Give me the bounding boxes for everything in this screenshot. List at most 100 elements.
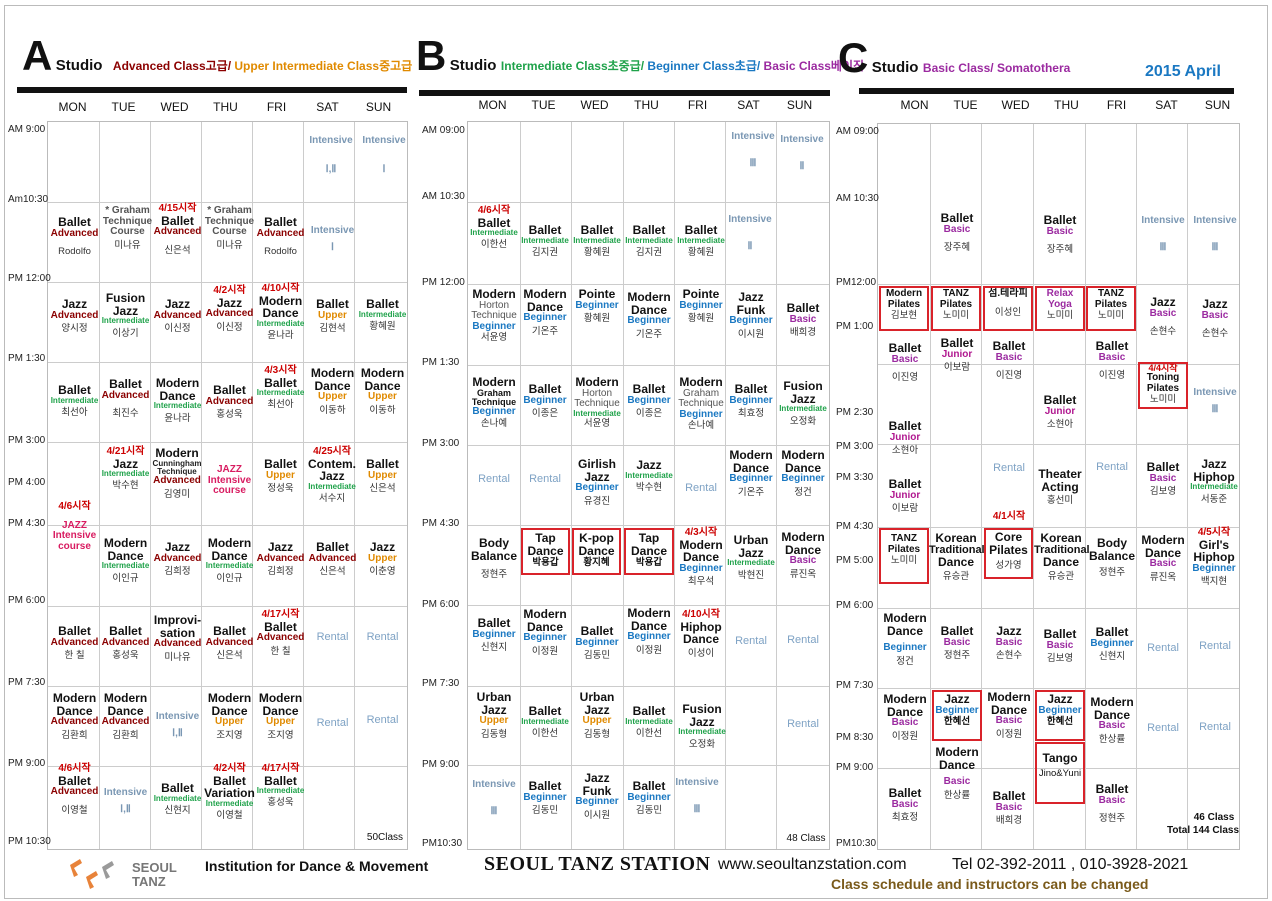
class-cell: Intensive Ⅲ xyxy=(675,777,719,815)
studio-c-month: 2015 April xyxy=(1145,63,1221,80)
class-cell: Ballet Basic 김보영 xyxy=(1043,627,1077,665)
rental-cell: Rental xyxy=(1199,640,1231,652)
class-cell: Ballet Advanced Rodolfo xyxy=(256,215,305,258)
studio-b-grid xyxy=(467,121,830,850)
class-cell: Ballet Intermediate 황혜원 xyxy=(573,223,621,258)
class-cell: * Graham Technique Course 미나유 xyxy=(102,205,153,251)
website-link[interactable]: www.seoultanzstation.com xyxy=(718,856,907,873)
class-cell: Ballet Basic 배희경 xyxy=(992,789,1026,827)
class-cell: Modern Horton Technique Intermediate 서윤영 xyxy=(573,375,621,429)
class-cell: Ballet Basic 배희경 xyxy=(786,301,820,339)
highlighted-class-cell: Tap Dance 박용갑 xyxy=(624,528,674,575)
class-cell: Ballet Intermediate 신현지 xyxy=(153,781,202,816)
class-cell: Ballet Junior 이보람 xyxy=(888,477,922,515)
class-cell: Jazz Upper 이춘영 xyxy=(368,540,397,578)
class-cell: Modern Dance Intermediate 이인규 xyxy=(101,536,150,584)
studio-c-grid xyxy=(877,123,1240,850)
class-cell: Ballet Beginner 신현지 xyxy=(1090,625,1134,663)
class-cell: Ballet Junior 소현아 xyxy=(1043,393,1077,431)
class-cell: Jazz Advanced 양시정 xyxy=(50,297,99,335)
brand-name: SEOUL TANZ STATION xyxy=(484,853,711,875)
studio-a-total: 50Class xyxy=(366,832,404,843)
institution-label: Institution for Dance & Movement xyxy=(205,858,429,874)
studio-b-word: Studio xyxy=(449,57,497,74)
class-cell: 4/17시작 Ballet Intermediate 홍성욱 xyxy=(256,763,305,809)
studio-c-total1: 46 Class xyxy=(1193,812,1235,823)
class-cell: Modern Dance Beginner 이정원 xyxy=(627,606,671,656)
class-cell: Modern Dance Basic 이정원 xyxy=(883,692,927,742)
rental-cell: Rental xyxy=(366,631,399,643)
class-cell: Intensive Ⅰ xyxy=(362,135,406,175)
class-cell: Pointe Beginner 황혜원 xyxy=(679,287,723,325)
class-cell: * Graham Technique Course 미나유 xyxy=(204,205,255,251)
class-cell: 4/1시작 xyxy=(992,511,1026,522)
class-cell: Modern Cunningham Technique Advanced 김영미 xyxy=(152,446,202,500)
class-cell: Jazz Advanced 김희정 xyxy=(153,540,202,578)
highlighted-class-cell: Tango Jino&Yuni xyxy=(1035,742,1085,804)
class-cell: Fusion Jazz Intermediate 오정화 xyxy=(779,379,827,427)
class-cell: Modern Dance Beginner 기온주 xyxy=(627,290,671,340)
class-cell: Ballet Upper 김현석 xyxy=(316,297,349,335)
class-cell: Ballet Junior 소현아 xyxy=(888,419,922,457)
class-cell: Ballet Intermediate 이한선 xyxy=(625,704,673,739)
class-cell: Ballet Beginner 김동민 xyxy=(523,779,567,817)
class-cell: Intensive Ⅱ xyxy=(780,134,824,172)
highlighted-class-cell: K-pop Dance 황지혜 xyxy=(572,528,621,575)
class-cell: Ballet Advanced 홍성욱 xyxy=(205,383,254,421)
class-cell: 4/21시작 Jazz Intermediate 박수현 xyxy=(101,446,150,492)
studio-a-grid xyxy=(47,121,408,850)
class-cell: Ballet Advanced 신은석 xyxy=(308,540,357,578)
studio-b-total: 48 Class xyxy=(786,833,826,844)
class-cell: 4/15시작 Ballet Advanced 신은석 xyxy=(153,203,202,256)
class-cell: Modern Dance Basic 류진옥 xyxy=(781,530,825,580)
studio-c-word: Studio xyxy=(871,59,919,76)
class-cell: JAZZ Intensive course xyxy=(207,464,252,496)
rental-cell: Rental xyxy=(316,717,349,729)
class-cell: Jazz Basic 손현수 xyxy=(995,624,1023,662)
class-cell: Modern Graham Technique Beginner 손나예 xyxy=(471,375,517,429)
class-cell: Modern Dance Beginner 정건 xyxy=(883,611,927,667)
rental-cell: Rental xyxy=(1096,461,1128,473)
class-cell: Modern Dance Intermediate 이인규 xyxy=(205,536,254,584)
class-cell: Ballet Basic 이진영 xyxy=(888,341,922,384)
rental-cell: Rental xyxy=(735,635,767,647)
class-cell: Jazz Advanced 이신정 xyxy=(153,297,202,335)
class-cell: Intensive Ⅰ xyxy=(310,225,355,253)
class-cell: Intensive Ⅰ,Ⅱ xyxy=(155,711,200,739)
class-cell: Intensive Ⅰ,Ⅱ xyxy=(309,135,353,175)
class-cell: Ballet Beginner 이종은 xyxy=(523,382,567,420)
class-cell: Fusion Jazz Intermediate 이상기 xyxy=(101,291,150,339)
class-cell: Girlish Jazz Beginner 유경진 xyxy=(575,457,619,507)
class-cell: Modern Dance Upper 이동하 xyxy=(310,366,355,416)
class-cell: Ballet Intermediate 이한선 xyxy=(521,704,569,739)
schedule-note: Class schedule and instructors can be ch… xyxy=(831,876,1149,892)
logo-mark-icon xyxy=(70,859,114,889)
class-cell: Modern Dance Advanced 김환희 xyxy=(101,691,150,741)
studio-c-letter: C xyxy=(838,34,868,81)
class-cell: Ballet Beginner 신현지 xyxy=(472,616,516,654)
rental-cell: Rental xyxy=(685,482,717,494)
highlighted-class-cell: Jazz Beginner 한혜선 xyxy=(932,690,982,741)
rental-cell: Rental xyxy=(787,634,819,646)
class-cell: Ballet Basic 이진영 xyxy=(992,339,1026,382)
class-cell: Modern Dance Basic 이정원 xyxy=(987,690,1031,740)
class-cell: 4/2시작 Jazz Advanced 이신정 xyxy=(205,285,254,333)
rental-cell: Rental xyxy=(366,714,399,726)
class-cell: 4/6시작 Ballet Intermediate 이한선 xyxy=(470,205,518,251)
rental-cell: Rental xyxy=(478,473,510,485)
class-cell: Korean Traditional Dance 유승관 xyxy=(1034,531,1090,582)
class-cell: Ballet Upper 정성욱 xyxy=(264,457,297,495)
logo-text: SEOUL TANZ xyxy=(132,860,177,889)
class-cell: Urban Jazz Intermediate 박현진 xyxy=(727,533,775,581)
class-cell: Ballet Beginner 김동민 xyxy=(627,779,671,817)
class-cell: Improvi-sation Advanced 미나유 xyxy=(153,613,202,663)
studio-b-letter: B xyxy=(416,32,446,79)
studio-a-rule xyxy=(17,87,407,93)
class-cell: Modern Dance Upper 이동하 xyxy=(360,366,405,416)
class-cell: Modern Dance Basic 한상률 xyxy=(1090,695,1134,745)
class-cell: Modern Dance Upper 조지영 xyxy=(207,691,252,741)
class-cell: Ballet Upper 신은석 xyxy=(366,457,399,495)
highlighted-class-cell: 섬.테라피 이성인 xyxy=(983,286,1033,331)
class-cell: Body Balance 정현주 xyxy=(470,536,518,581)
seoul-tanz-logo xyxy=(66,855,126,900)
